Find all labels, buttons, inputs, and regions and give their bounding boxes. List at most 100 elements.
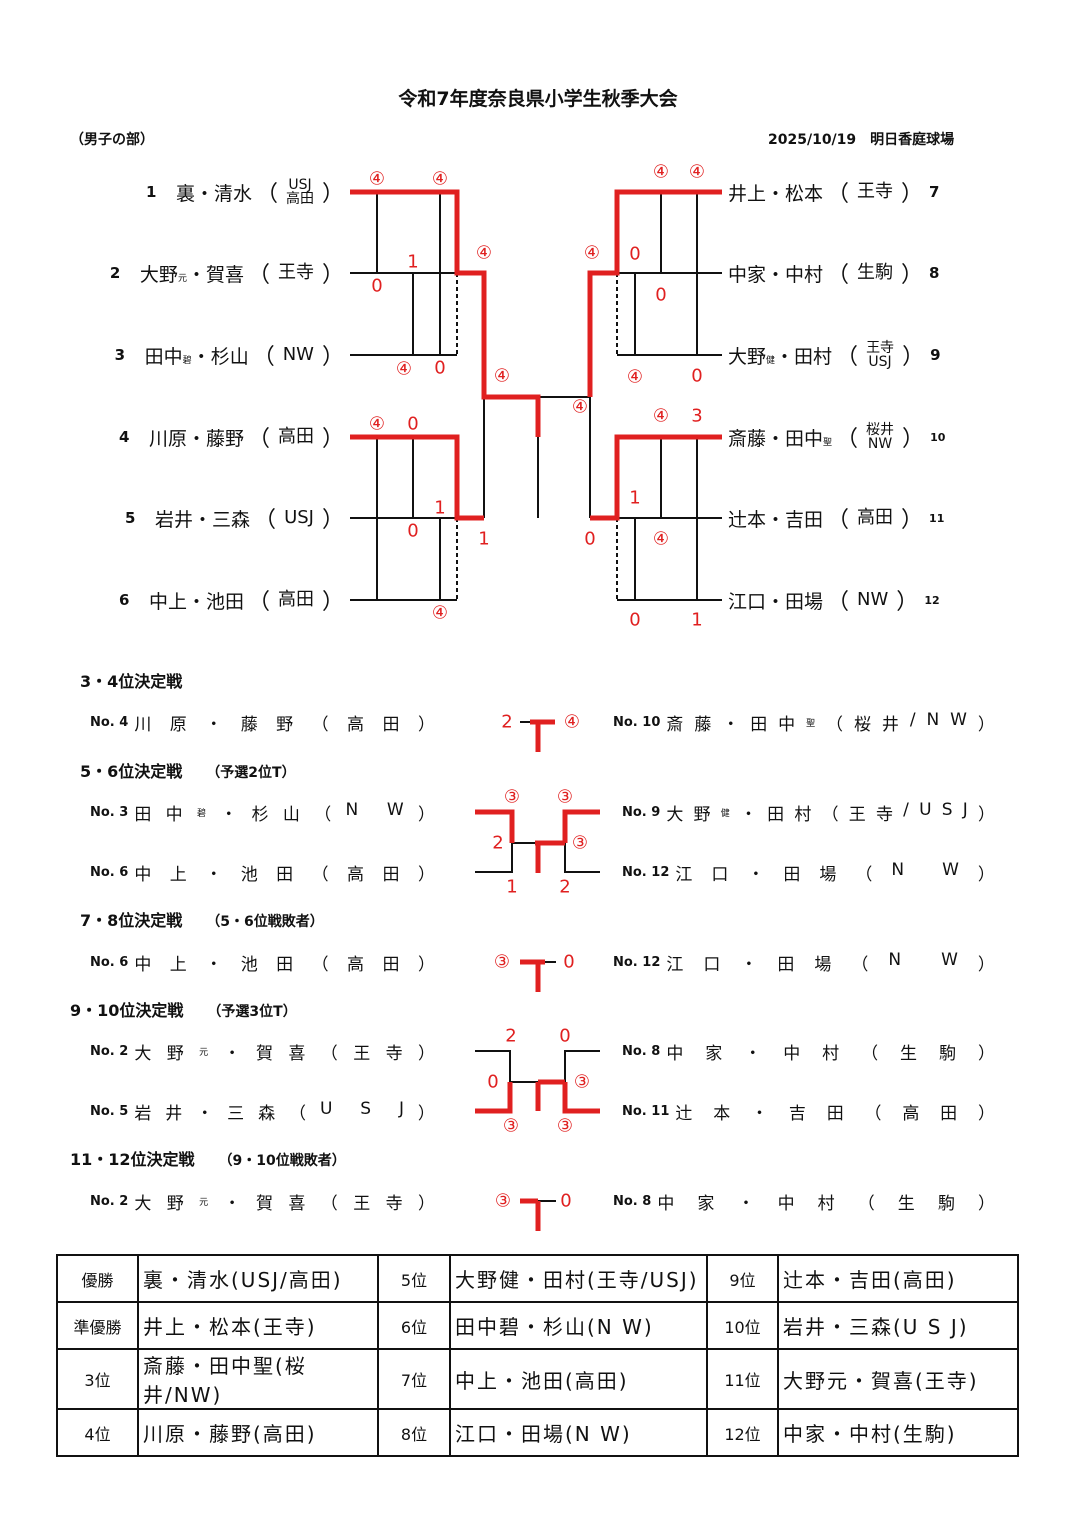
team-seed: 1 xyxy=(145,183,157,201)
match-team: No. 6 中上・池田（高田） xyxy=(90,860,435,885)
team-name: 大野健・田村 （ 王寺 / U S J ） xyxy=(666,800,995,825)
name-char: W xyxy=(950,709,967,730)
name-char: 駒 xyxy=(939,1043,956,1064)
bracket-score: ④ xyxy=(652,405,670,427)
name-char: 寺 xyxy=(385,1193,403,1214)
team-number: No. 8 xyxy=(613,1193,652,1209)
team-name: 中家・中村 xyxy=(728,260,823,287)
name-char: 中 xyxy=(165,804,183,825)
rank-label: 9位 xyxy=(706,1254,779,1303)
paren: （ xyxy=(252,345,275,370)
player-names: ・杉山 xyxy=(191,345,249,368)
name-char: 田 xyxy=(783,864,801,885)
player-names: ・賀喜 xyxy=(186,263,244,286)
team-name: 大野 元 ・賀喜 （ 王寺 ） xyxy=(134,1189,435,1214)
pair-name: 大野元・賀喜(王寺) xyxy=(777,1348,1019,1410)
name-char: 村 xyxy=(817,1193,835,1214)
team-seed: 10 xyxy=(930,430,946,444)
club-name: NW xyxy=(857,589,889,610)
team-name: 大野元・賀喜 xyxy=(140,260,244,287)
name-char: W xyxy=(942,859,959,880)
player-names: ・田村 xyxy=(775,345,833,368)
team-name: 井上・松本 xyxy=(728,179,823,206)
name-char: S xyxy=(360,1098,372,1119)
name-char: N xyxy=(926,709,940,730)
match-score: ③ xyxy=(571,832,589,854)
team-club: USJ xyxy=(284,509,314,527)
team-number: No. 12 xyxy=(622,864,670,880)
bracket-score: ④ xyxy=(626,366,644,388)
team-club: 桜井 NW xyxy=(866,423,894,451)
name-char: （ xyxy=(314,804,332,825)
club-name: 桜井 xyxy=(866,422,895,438)
match-score: ③ xyxy=(494,1190,512,1212)
name-char: W xyxy=(386,799,404,820)
name-char: 野 xyxy=(276,714,294,735)
name-char: 田 xyxy=(134,804,152,825)
rank-label: 4位 xyxy=(56,1408,139,1457)
name-char: 田 xyxy=(276,954,294,975)
name-suffix: 元 xyxy=(199,1197,209,1208)
club-name: 生駒 xyxy=(857,262,894,283)
section-note: （予選3位T） xyxy=(207,1004,297,1020)
bracket-score: ④ xyxy=(368,413,386,435)
match-team: No. 8 中 家 ・ 中 村 （ 生 駒 ） xyxy=(613,1189,995,1214)
name-suffix: 聖 xyxy=(823,437,833,448)
paren: （ xyxy=(255,182,278,207)
team-name: 辻本・吉田 xyxy=(728,505,823,532)
bracket-team: 辻本・吉田（ 高田 ） 11 xyxy=(728,503,944,533)
player-names: 江口・田場 xyxy=(728,590,824,613)
paren: ） xyxy=(902,427,925,452)
name-char: ） xyxy=(977,714,995,735)
player-names: 大野 xyxy=(139,263,178,286)
team-name: 辻本・吉田（高田） xyxy=(675,1099,995,1124)
name-char: ） xyxy=(977,1193,995,1214)
club-name: NW xyxy=(282,344,314,365)
name-char: 駒 xyxy=(937,1193,955,1214)
bracket-team: 4 川原・藤野（ 高田 ） xyxy=(119,422,348,452)
name-char: ） xyxy=(417,1103,435,1124)
name-char: ・ xyxy=(739,804,757,825)
team-name: 川原・藤野 xyxy=(149,424,244,451)
paren: （ xyxy=(827,508,850,533)
paren: ） xyxy=(902,345,925,370)
team-name: 斎藤・田中聖 （ 桜井 / N W ） xyxy=(666,710,995,735)
name-char: 大 xyxy=(134,1193,152,1214)
bracket-team: 井上・松本（ 王寺 ） 7 xyxy=(728,177,939,207)
bracket-score: 3 xyxy=(691,405,703,427)
section-title: 9・10位決定戦 （予選3位T） xyxy=(70,997,297,1021)
team-seed: 4 xyxy=(118,428,130,446)
name-char: ） xyxy=(417,714,435,735)
name-char: 野 xyxy=(166,1193,184,1214)
team-number: No. 3 xyxy=(90,804,129,820)
bracket-team: 江口・田場（ NW ） 12 xyxy=(728,585,940,615)
name-char: ・ xyxy=(220,804,238,825)
team-name: 江口・田場 （ N W ） xyxy=(666,950,995,975)
name-char: （ xyxy=(861,1043,879,1064)
name-char: ・ xyxy=(740,954,758,975)
club-name: 王寺 xyxy=(857,181,894,202)
pair-name: 辻本・吉田(高田) xyxy=(777,1254,1019,1303)
bracket-score: ④ xyxy=(368,168,386,190)
team-seed: 12 xyxy=(924,593,940,607)
team-name: 裏・清水 xyxy=(176,179,252,206)
paren: （ xyxy=(247,263,270,288)
bracket-score: ④ xyxy=(431,602,449,624)
team-seed: 6 xyxy=(118,591,130,609)
name-char: 原 xyxy=(169,714,187,735)
team-seed: 8 xyxy=(929,264,940,282)
name-char: 斎 xyxy=(666,714,684,735)
team-name: 中上・池田（高田） xyxy=(134,950,435,975)
team-club: 生駒 xyxy=(857,262,894,283)
team-name: 中上・池田 xyxy=(149,587,244,614)
paren: （ xyxy=(247,590,270,615)
player-names: 井上・松本 xyxy=(728,182,824,205)
name-char: 村 xyxy=(822,1043,840,1064)
team-number: No. 2 xyxy=(90,1043,129,1059)
name-char: ・ xyxy=(737,1193,755,1214)
name-char: ・ xyxy=(747,864,765,885)
bracket-score: 0 xyxy=(407,413,419,435)
player-names: 中上・池田 xyxy=(148,590,244,613)
section-note: （予選2位T） xyxy=(206,765,296,781)
